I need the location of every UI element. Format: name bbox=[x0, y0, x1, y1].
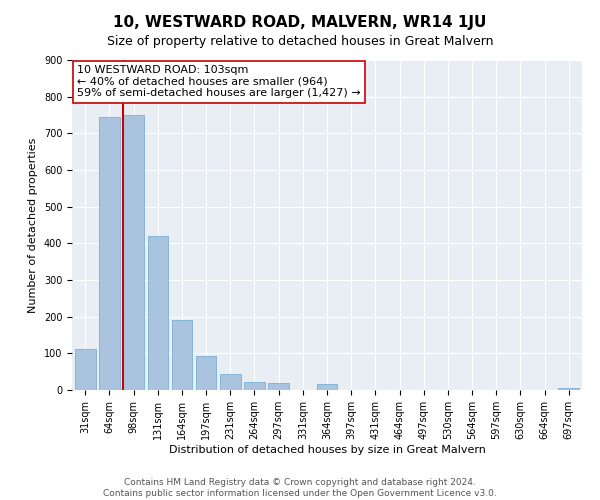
Text: 10 WESTWARD ROAD: 103sqm
← 40% of detached houses are smaller (964)
59% of semi-: 10 WESTWARD ROAD: 103sqm ← 40% of detach… bbox=[77, 65, 361, 98]
Bar bbox=[75, 348, 95, 390]
Bar bbox=[317, 384, 337, 390]
Y-axis label: Number of detached properties: Number of detached properties bbox=[28, 138, 38, 312]
Bar bbox=[99, 117, 120, 390]
Text: Contains HM Land Registry data © Crown copyright and database right 2024.
Contai: Contains HM Land Registry data © Crown c… bbox=[103, 478, 497, 498]
Bar bbox=[220, 374, 241, 390]
X-axis label: Distribution of detached houses by size in Great Malvern: Distribution of detached houses by size … bbox=[169, 444, 485, 454]
Text: 10, WESTWARD ROAD, MALVERN, WR14 1JU: 10, WESTWARD ROAD, MALVERN, WR14 1JU bbox=[113, 15, 487, 30]
Bar bbox=[196, 356, 217, 390]
Bar bbox=[244, 382, 265, 390]
Text: Size of property relative to detached houses in Great Malvern: Size of property relative to detached ho… bbox=[107, 35, 493, 48]
Bar bbox=[268, 384, 289, 390]
Bar bbox=[172, 320, 192, 390]
Bar bbox=[559, 388, 579, 390]
Bar bbox=[124, 115, 144, 390]
Bar bbox=[148, 236, 168, 390]
